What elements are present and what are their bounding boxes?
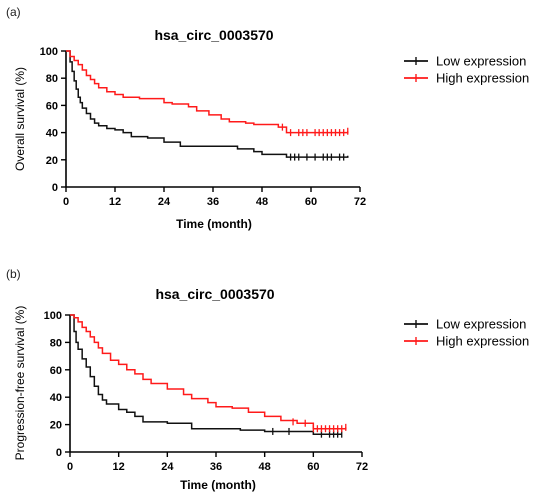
panel-b: (b) hsa_circ_0003570 Time (month) Progre… — [6, 267, 529, 492]
legend-label: Low expression — [436, 54, 526, 69]
x-tick-label: 12 — [113, 461, 125, 473]
legend: Low expression High expression — [404, 54, 529, 86]
chart-title: hsa_circ_0003570 — [155, 286, 274, 302]
series-line-low — [66, 50, 349, 158]
x-tick-label: 60 — [307, 461, 319, 473]
legend-label: High expression — [436, 334, 529, 349]
plot-area: 0 20 40 60 80 100 0 12 24 36 48 60 72 — [44, 310, 368, 473]
y-tick-label: 20 — [50, 420, 62, 432]
y-tick-label: 60 — [46, 100, 58, 112]
y-tick-label: 40 — [46, 128, 58, 140]
y-tick-label: 100 — [44, 310, 62, 322]
x-axis-title: Time (month) — [180, 478, 256, 492]
y-tick-label: 100 — [40, 46, 58, 58]
y-tick-label: 20 — [46, 155, 58, 167]
legend-label: High expression — [436, 71, 529, 86]
panel-a: (a) hsa_circ_0003570 Time (month) Overal… — [6, 5, 529, 231]
y-tick-label: 80 — [46, 73, 58, 85]
x-tick-label: 60 — [305, 196, 317, 208]
x-tick-label: 72 — [354, 196, 366, 208]
chart-title: hsa_circ_0003570 — [154, 27, 273, 43]
series-line-high — [66, 50, 349, 134]
series-line-high — [70, 314, 347, 430]
x-tick-label: 12 — [109, 196, 121, 208]
y-tick-label: 60 — [50, 365, 62, 377]
panel-label: (b) — [6, 267, 21, 281]
y-axis-title: Overall survival (%) — [13, 67, 27, 171]
x-tick-label: 36 — [210, 461, 222, 473]
x-tick-label: 24 — [158, 196, 171, 208]
plot-area: 0 20 40 60 80 100 0 12 24 36 48 60 72 — [40, 46, 366, 208]
y-tick-label: 80 — [50, 337, 62, 349]
x-tick-label: 48 — [259, 461, 271, 473]
x-axis-title: Time (month) — [176, 217, 252, 231]
x-tick-label: 0 — [63, 196, 69, 208]
y-tick-label: 0 — [56, 447, 62, 459]
x-tick-label: 72 — [356, 461, 368, 473]
series-line-low — [70, 314, 342, 435]
x-tick-label: 48 — [256, 196, 268, 208]
legend: Low expression High expression — [404, 317, 529, 349]
y-tick-label: 40 — [50, 392, 62, 404]
x-tick-label: 24 — [161, 461, 174, 473]
y-tick-label: 0 — [52, 182, 58, 194]
panel-label: (a) — [6, 5, 21, 19]
legend-label: Low expression — [436, 317, 526, 332]
y-axis-title: Progression-free survival (%) — [13, 306, 27, 461]
x-tick-label: 0 — [67, 461, 73, 473]
x-tick-label: 36 — [207, 196, 219, 208]
